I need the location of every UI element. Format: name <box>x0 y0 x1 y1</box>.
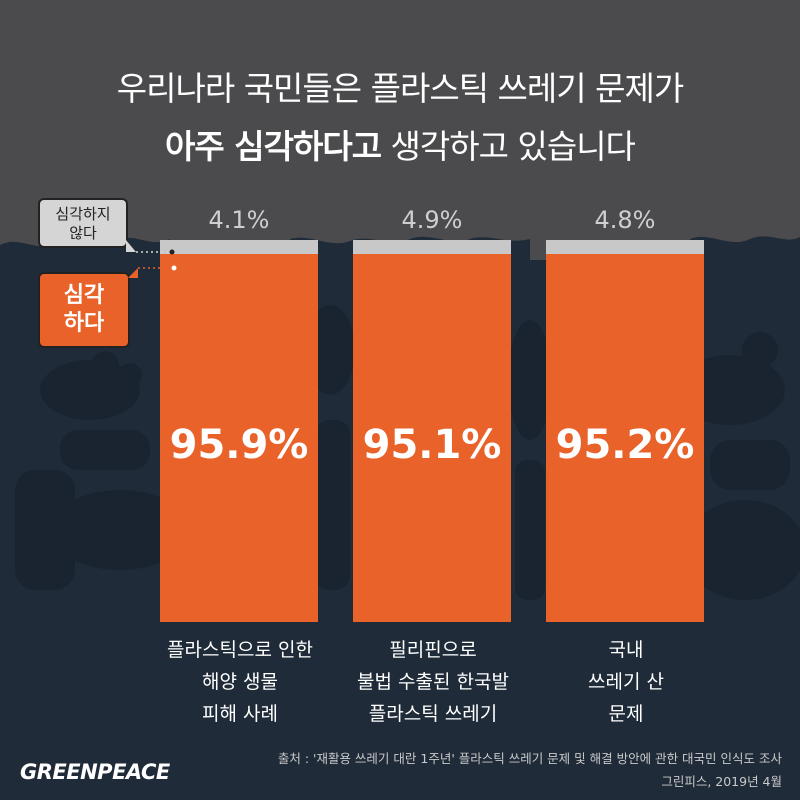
bar-not-serious-2 <box>353 240 511 254</box>
chart-title-line1: 우리나라 국민들은 플라스틱 쓰레기 문제가 <box>116 69 684 108</box>
category-3-line3: 문제 <box>608 703 644 725</box>
chart-title-rest: 생각하고 있습니다 <box>381 127 636 166</box>
sky-background <box>0 0 800 260</box>
label-serious-3: 95.2% <box>556 422 695 468</box>
label-not-serious-3: 4.8% <box>595 206 656 234</box>
bar-not-serious-3 <box>546 240 704 254</box>
bars-group: 4.1% 95.9% 4.9% 95.1% 4.8% 95.2% <box>160 206 704 622</box>
legend-serious-pointer <box>128 265 177 278</box>
legend-not-serious-pointer <box>126 240 175 255</box>
category-3-line2: 쓰레기 산 <box>588 671 664 693</box>
bar-serious-2 <box>353 254 511 622</box>
legend-not-serious-line2: 않다 <box>69 223 97 242</box>
category-2-line3: 플라스틱 쓰레기 <box>368 703 498 725</box>
legend-serious-line1: 심각 <box>63 283 105 308</box>
category-2-line2: 불법 수출된 한국발 <box>357 671 509 693</box>
chart-title-emphasis: 아주 심각하다고 <box>165 127 382 166</box>
legend-serious: 심각 하다 <box>38 272 130 348</box>
legend-serious-line2: 하다 <box>63 310 105 336</box>
category-1-line3: 피해 사례 <box>202 703 278 725</box>
legend-not-serious-line1: 심각하지 <box>55 205 111 223</box>
category-1-line2: 해양 생물 <box>202 671 278 693</box>
label-serious-1: 95.9% <box>170 422 309 468</box>
bar-not-serious-1 <box>160 240 318 254</box>
label-not-serious-2: 4.9% <box>402 206 463 234</box>
bar-serious-1 <box>160 254 318 622</box>
label-not-serious-1: 4.1% <box>209 206 270 234</box>
category-1-line1: 플라스틱으로 인한 <box>167 639 313 661</box>
category-2-line1: 필리핀으로 <box>389 639 477 661</box>
greenpeace-logo: GREENPEACE <box>20 760 170 784</box>
category-3-line1: 국내 <box>608 639 644 661</box>
legend-not-serious: 심각하지 않다 <box>38 198 128 248</box>
label-serious-2: 95.1% <box>363 422 502 468</box>
category-label-3: 국내 쓰레기 산 문제 <box>526 634 726 730</box>
category-label-2: 필리핀으로 불법 수출된 한국발 플라스틱 쓰레기 <box>333 634 533 730</box>
publisher-date: 그린피스, 2019년 4월 <box>661 774 782 789</box>
category-label-1: 플라스틱으로 인한 해양 생물 피해 사례 <box>140 634 340 730</box>
source-note: 출처 : '재활용 쓰레기 대란 1주년' 플라스틱 쓰레기 문제 및 해결 방… <box>277 751 782 766</box>
chart-title-line2: 아주 심각하다고 생각하고 있습니다 <box>0 120 800 168</box>
bar-serious-3 <box>546 254 704 622</box>
